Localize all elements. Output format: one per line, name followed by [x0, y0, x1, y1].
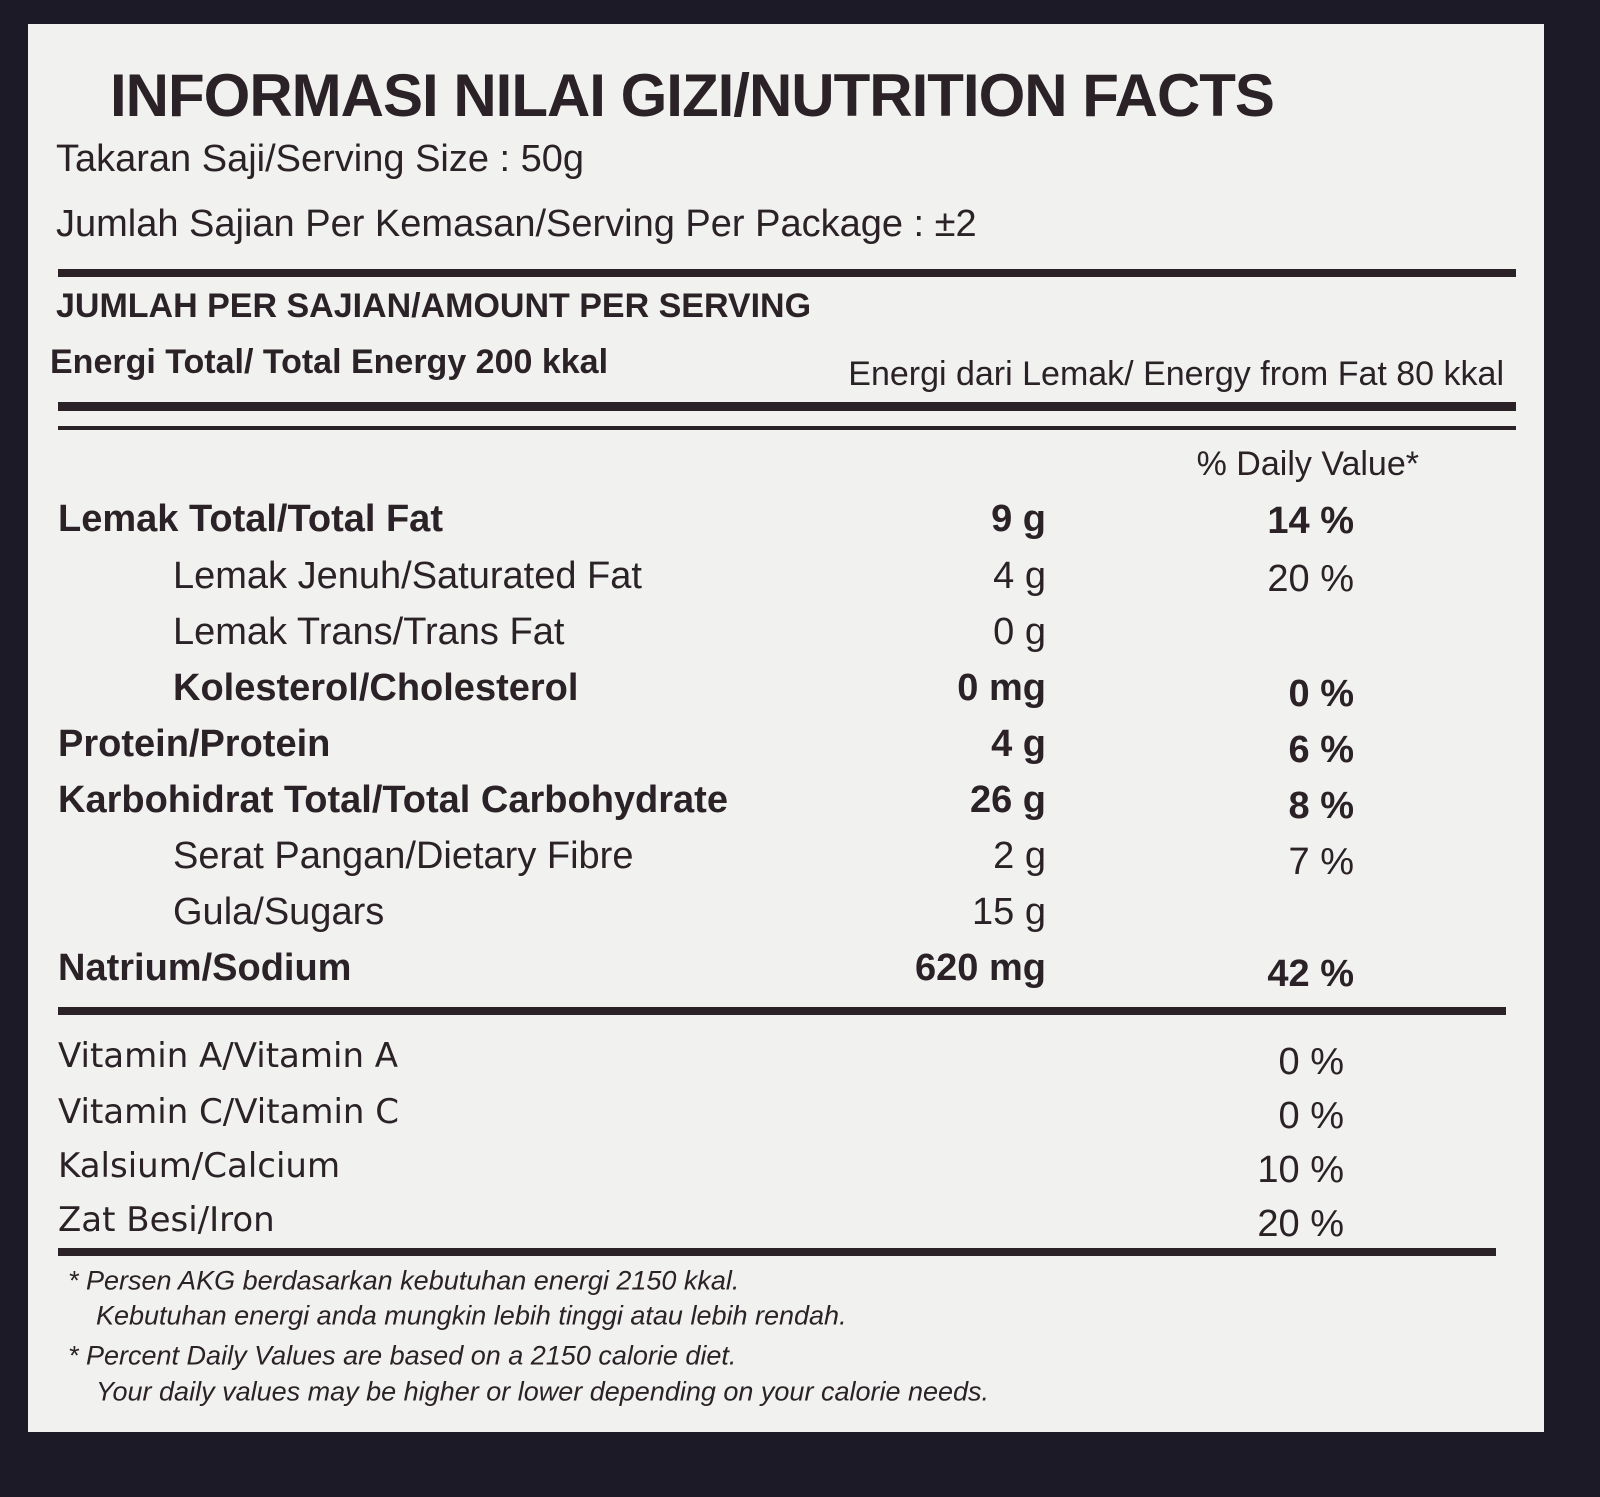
nutrient-dv: 7 %	[1288, 841, 1354, 883]
vitamin-name: Zat Besi/Iron	[58, 1200, 275, 1240]
nutrient-amount: 2 g	[993, 835, 1046, 877]
nutrient-name: Protein/Protein	[58, 723, 331, 765]
nutrient-amount: 0 mg	[957, 667, 1046, 709]
energy-from-fat: Energi dari Lemak/ Energy from Fat 80 kk…	[848, 355, 1504, 393]
nutrient-name: Lemak Jenuh/Saturated Fat	[173, 555, 642, 597]
vitamin-name: Vitamin C/Vitamin C	[58, 1092, 400, 1132]
nutrient-dv: 0 %	[1288, 673, 1354, 715]
footnote: * Persen AKG berdasarkan kebutuhan energ…	[68, 1265, 740, 1296]
nutrient-dv: 20 %	[1267, 558, 1354, 600]
vitamin-dv: 10 %	[1257, 1149, 1344, 1191]
footnote: * Percent Daily Values are based on a 21…	[68, 1340, 737, 1371]
nutrient-dv: 14 %	[1267, 500, 1354, 542]
vitamin-dv: 20 %	[1257, 1203, 1344, 1245]
nutrient-dv: 8 %	[1288, 785, 1354, 827]
rule	[58, 1248, 1496, 1256]
nutrient-amount: 15 g	[972, 891, 1046, 933]
nutrient-dv: 6 %	[1288, 729, 1354, 771]
nutrient-name: Kolesterol/Cholesterol	[173, 667, 579, 709]
nutrient-amount: 620 mg	[915, 947, 1046, 989]
vitamin-dv: 0 %	[1278, 1095, 1344, 1137]
footnote: Kebutuhan energi anda mungkin lebih ting…	[96, 1300, 847, 1331]
nutrient-amount: 4 g	[993, 555, 1046, 597]
servings-per-package: Jumlah Sajian Per Kemasan/Serving Per Pa…	[56, 203, 977, 245]
nutrient-name: Lemak Trans/Trans Fat	[173, 611, 565, 653]
serving-size: Takaran Saji/Serving Size : 50g	[56, 138, 585, 180]
nutrient-amount: 0 g	[993, 611, 1046, 653]
vitamin-name: Vitamin A/Vitamin A	[58, 1036, 399, 1076]
nutrient-dv: 42 %	[1267, 953, 1354, 995]
nutrient-name: Natrium/Sodium	[58, 947, 352, 989]
title: INFORMASI NILAI GIZI/NUTRITION FACTS	[110, 62, 1275, 129]
daily-value-heading: % Daily Value*	[1196, 445, 1419, 483]
rule	[58, 426, 1516, 430]
amount-heading: JUMLAH PER SAJIAN/AMOUNT PER SERVING	[56, 287, 812, 325]
footnote: Your daily values may be higher or lower…	[96, 1376, 990, 1407]
vitamin-name: Kalsium/Calcium	[58, 1146, 341, 1186]
vitamin-dv: 0 %	[1278, 1041, 1344, 1083]
rule	[58, 1007, 1506, 1015]
nutrient-amount: 26 g	[969, 779, 1046, 821]
nutrient-amount: 9 g	[991, 498, 1046, 540]
nutrition-label: INFORMASI NILAI GIZI/NUTRITION FACTS Tak…	[28, 24, 1544, 1432]
rule	[58, 269, 1516, 277]
nutrient-name: Karbohidrat Total/Total Carbohydrate	[58, 779, 728, 821]
nutrient-name: Lemak Total/Total Fat	[58, 498, 443, 540]
nutrient-name: Serat Pangan/Dietary Fibre	[173, 835, 634, 877]
rule	[58, 402, 1516, 411]
total-energy: Energi Total/ Total Energy 200 kkal	[50, 343, 609, 381]
nutrient-name: Gula/Sugars	[173, 891, 385, 933]
nutrient-amount: 4 g	[991, 723, 1046, 765]
